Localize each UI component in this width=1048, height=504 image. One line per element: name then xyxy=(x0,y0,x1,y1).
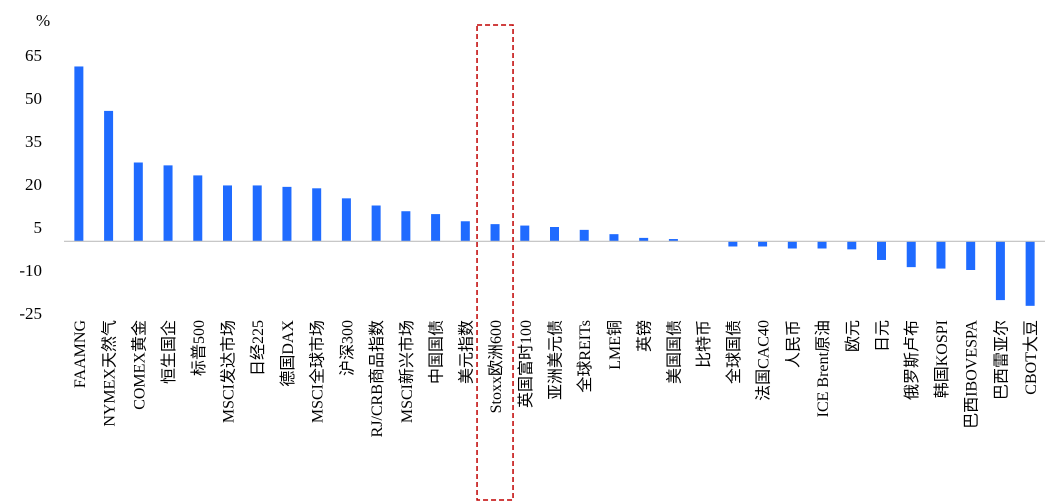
bar xyxy=(995,241,1005,301)
bar xyxy=(966,241,976,270)
category-label: 全球REITs xyxy=(576,320,594,393)
category-label: 英国富时100 xyxy=(517,320,535,408)
category-label: NYMEX天然气 xyxy=(101,320,119,427)
y-tick-label: 5 xyxy=(34,218,43,237)
category-label: 美元指数 xyxy=(457,320,475,384)
bar xyxy=(550,227,559,242)
category-label: 韩国KOSPI xyxy=(933,320,951,398)
category-label: MSCI发达市场 xyxy=(220,320,238,423)
bar xyxy=(787,241,797,249)
bar xyxy=(728,241,738,247)
y-tick-label: -10 xyxy=(19,261,42,280)
bar xyxy=(877,241,886,260)
bar xyxy=(312,188,322,242)
bar xyxy=(579,229,589,242)
bar xyxy=(936,241,946,269)
y-tick-label: -25 xyxy=(19,304,42,323)
bar xyxy=(490,224,500,242)
y-tick-label: 50 xyxy=(25,89,42,108)
category-label: Stoxx欧洲600 xyxy=(487,320,505,413)
bar xyxy=(223,185,232,242)
category-label: 日经225 xyxy=(249,320,267,376)
y-axis-ticks: 65 50 35 20 5 -10 -25 xyxy=(19,46,42,323)
bar xyxy=(133,162,143,242)
bar xyxy=(341,198,351,242)
category-label: RJ/CRB商品指数 xyxy=(368,320,386,437)
category-label: MSCI全球市场 xyxy=(309,320,327,423)
bar xyxy=(163,165,173,242)
bar xyxy=(1025,241,1035,306)
category-label: 标普500 xyxy=(190,320,208,376)
category-label: LME铜 xyxy=(606,320,624,370)
category-label: 全球国债 xyxy=(725,320,743,384)
bar xyxy=(193,175,203,242)
bar xyxy=(74,66,84,242)
bar xyxy=(282,186,292,242)
y-axis-unit-label: % xyxy=(36,11,50,30)
category-label: 德国DAX xyxy=(279,320,297,387)
bar xyxy=(371,205,381,242)
y-tick-label: 65 xyxy=(25,46,42,65)
category-label: 巴西IBOVESPA xyxy=(964,320,981,429)
category-label: 比特币 xyxy=(695,320,713,368)
category-label: ICE Brent原油 xyxy=(814,320,832,417)
bar xyxy=(758,241,768,247)
highlight-box xyxy=(476,24,514,501)
category-label: 沪深300 xyxy=(338,320,356,376)
category-labels: FAAMNG NYMEX天然气 COMEX黄金 恒生国企 标普500 MSCI发达市场 日经… xyxy=(72,320,1040,438)
bar xyxy=(401,211,411,242)
bar xyxy=(817,241,827,249)
bar xyxy=(639,237,649,242)
bar xyxy=(431,214,441,242)
y-tick-label: 20 xyxy=(25,175,42,194)
category-label: 人民币 xyxy=(784,320,802,368)
category-label: 俄罗斯卢布 xyxy=(903,320,921,400)
category-label: 美国国债 xyxy=(665,320,683,384)
bars-group xyxy=(74,66,1035,306)
bar xyxy=(609,234,619,242)
y-tick-label: 35 xyxy=(25,132,42,151)
bar xyxy=(460,221,470,242)
category-label: FAAMNG xyxy=(72,320,89,389)
category-label: MSCI新兴市场 xyxy=(398,320,416,423)
category-label: 恒生国企 xyxy=(160,320,178,384)
bar xyxy=(252,185,262,242)
category-label: 英镑 xyxy=(636,320,654,352)
bar xyxy=(104,110,114,242)
category-label: 日元 xyxy=(875,320,892,352)
bar xyxy=(847,241,857,250)
category-label: 法国CAC40 xyxy=(755,320,773,401)
bar xyxy=(906,241,916,268)
category-label: 中国国债 xyxy=(428,320,446,384)
category-label: COMEX黄金 xyxy=(130,320,148,410)
category-label: 欧元 xyxy=(844,320,862,352)
bar xyxy=(520,225,530,242)
category-label: CBOT大豆 xyxy=(1022,320,1040,395)
bar xyxy=(668,239,678,242)
category-label: 亚洲美元债 xyxy=(547,320,565,400)
category-label: 巴西雷亚尔 xyxy=(992,320,1010,400)
